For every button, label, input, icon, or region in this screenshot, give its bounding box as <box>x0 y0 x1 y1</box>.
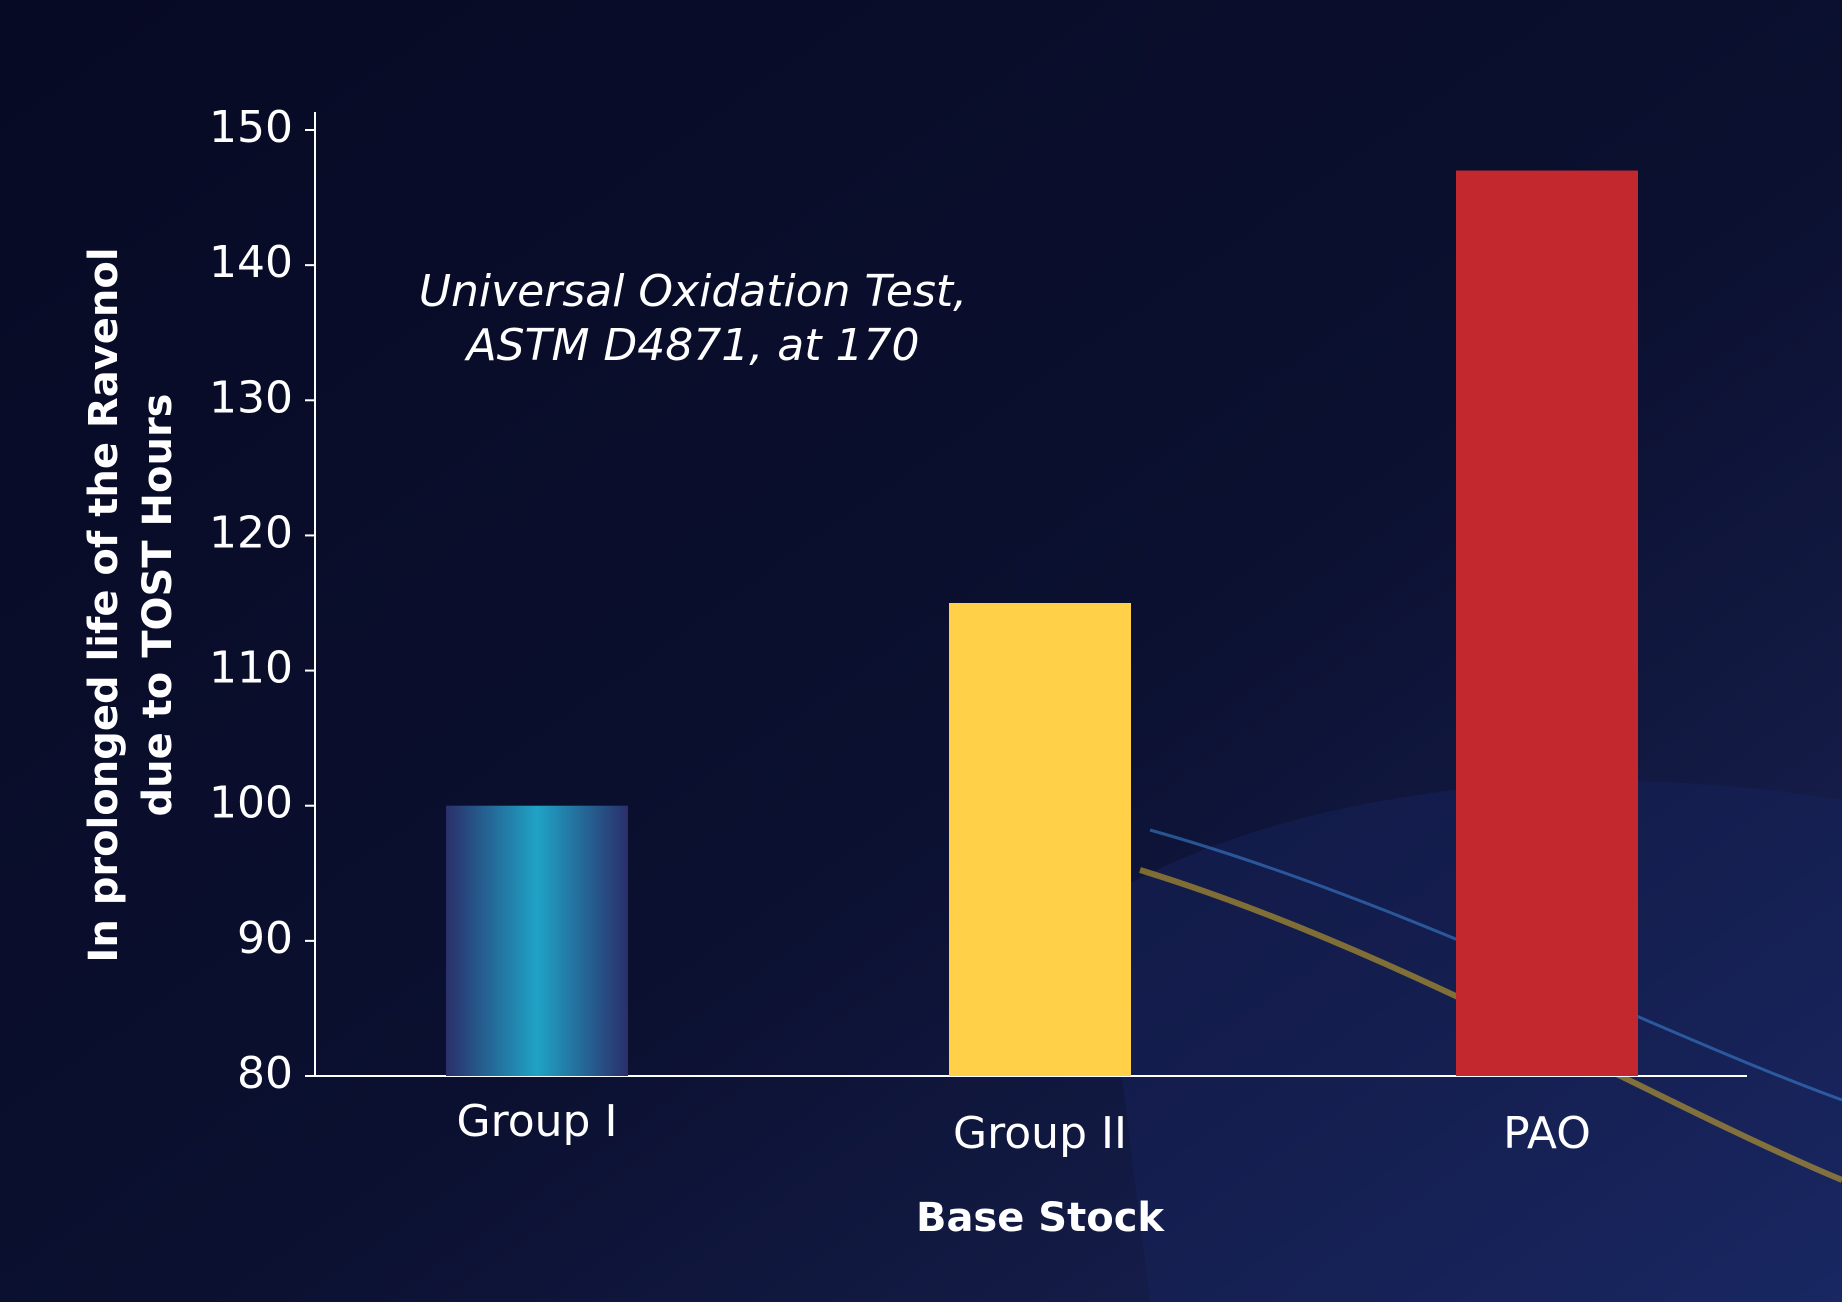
x-tick-label: Group II <box>953 1108 1127 1159</box>
y-axis-title: In prolonged life of the Ravenol <box>81 247 127 962</box>
y-tick-label: 130 <box>209 372 293 423</box>
x-tick-label: Group I <box>457 1096 618 1147</box>
y-tick-label: 120 <box>209 507 293 558</box>
annotation: ASTM D4871, at 170 <box>464 320 920 371</box>
y-tick-label: 80 <box>237 1048 293 1099</box>
y-tick-label: 90 <box>237 913 293 964</box>
bar <box>949 603 1131 1076</box>
x-tick-label: PAO <box>1503 1108 1591 1159</box>
y-tick-label: 110 <box>209 643 293 694</box>
y-tick-label: 140 <box>209 237 293 288</box>
y-tick-label: 150 <box>209 102 293 153</box>
bar <box>446 805 628 1076</box>
y-tick-label: 100 <box>209 778 293 829</box>
annotation: Universal Oxidation Test, <box>419 266 967 317</box>
y-axis-title: due to TOST Hours <box>135 394 181 817</box>
x-axis-title: Base Stock <box>916 1195 1165 1241</box>
bar <box>1456 170 1638 1077</box>
